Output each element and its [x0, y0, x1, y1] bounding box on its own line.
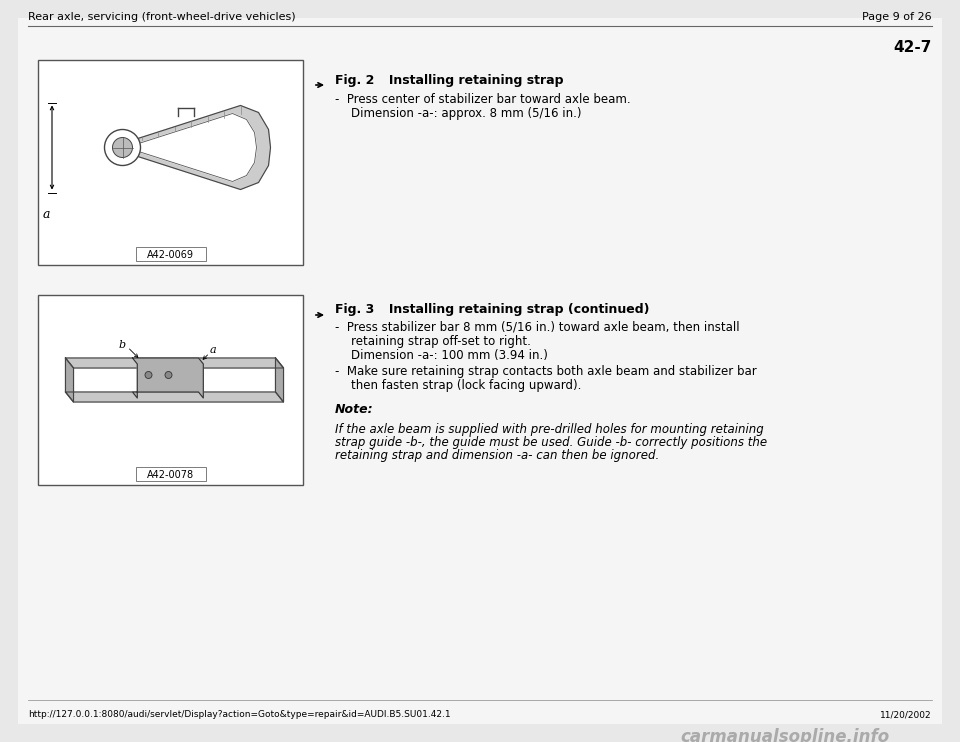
Circle shape: [165, 372, 172, 378]
Text: Installing retaining strap (continued): Installing retaining strap (continued): [367, 303, 650, 316]
Text: retaining strap and dimension -a- can then be ignored.: retaining strap and dimension -a- can th…: [335, 449, 660, 462]
Text: carmanualsopline.info: carmanualsopline.info: [680, 728, 889, 742]
Polygon shape: [65, 358, 74, 402]
Text: then fasten strap (lock facing upward).: then fasten strap (lock facing upward).: [351, 379, 582, 392]
Polygon shape: [126, 105, 271, 189]
Text: Dimension -a-: 100 mm (3.94 in.): Dimension -a-: 100 mm (3.94 in.): [351, 349, 548, 362]
Bar: [135, 247, 205, 261]
Text: A42-0069: A42-0069: [147, 250, 194, 260]
Text: Note:: Note:: [335, 403, 373, 416]
Text: Rear axle, servicing (front-wheel-drive vehicles): Rear axle, servicing (front-wheel-drive …: [28, 12, 296, 22]
Text: -  Press center of stabilizer bar toward axle beam.: - Press center of stabilizer bar toward …: [335, 93, 631, 106]
Text: http://127.0.0.1:8080/audi/servlet/Display?action=Goto&type=repair&id=AUDI.B5.SU: http://127.0.0.1:8080/audi/servlet/Displ…: [28, 710, 450, 719]
Circle shape: [112, 137, 132, 157]
Text: retaining strap off-set to right.: retaining strap off-set to right.: [351, 335, 531, 348]
Circle shape: [105, 130, 140, 165]
Text: Dimension -a-: approx. 8 mm (5/16 in.): Dimension -a-: approx. 8 mm (5/16 in.): [351, 107, 582, 120]
Text: A42-0078: A42-0078: [147, 470, 194, 480]
Polygon shape: [65, 392, 283, 402]
Text: a: a: [209, 345, 216, 355]
Polygon shape: [276, 358, 283, 402]
Bar: [38, 60, 303, 265]
Text: strap guide -b-, the guide must be used. Guide -b- correctly positions the: strap guide -b-, the guide must be used.…: [335, 436, 767, 449]
Bar: [135, 467, 205, 481]
Text: -  Make sure retaining strap contacts both axle beam and stabilizer bar: - Make sure retaining strap contacts bot…: [335, 365, 756, 378]
Text: Page 9 of 26: Page 9 of 26: [862, 12, 932, 22]
Text: a: a: [42, 208, 50, 220]
Text: 42-7: 42-7: [894, 40, 932, 55]
Text: Fig. 2: Fig. 2: [335, 74, 374, 87]
Polygon shape: [132, 358, 204, 398]
Text: 11/20/2002: 11/20/2002: [880, 710, 932, 719]
Text: b: b: [119, 340, 126, 350]
Text: Installing retaining strap: Installing retaining strap: [367, 74, 564, 87]
Circle shape: [145, 372, 152, 378]
Text: -  Press stabilizer bar 8 mm (5/16 in.) toward axle beam, then install: - Press stabilizer bar 8 mm (5/16 in.) t…: [335, 321, 739, 334]
Polygon shape: [65, 358, 283, 368]
Bar: [38, 295, 303, 485]
Text: Fig. 3: Fig. 3: [335, 303, 374, 316]
Polygon shape: [135, 114, 256, 182]
Text: If the axle beam is supplied with pre-drilled holes for mounting retaining: If the axle beam is supplied with pre-dr…: [335, 423, 764, 436]
